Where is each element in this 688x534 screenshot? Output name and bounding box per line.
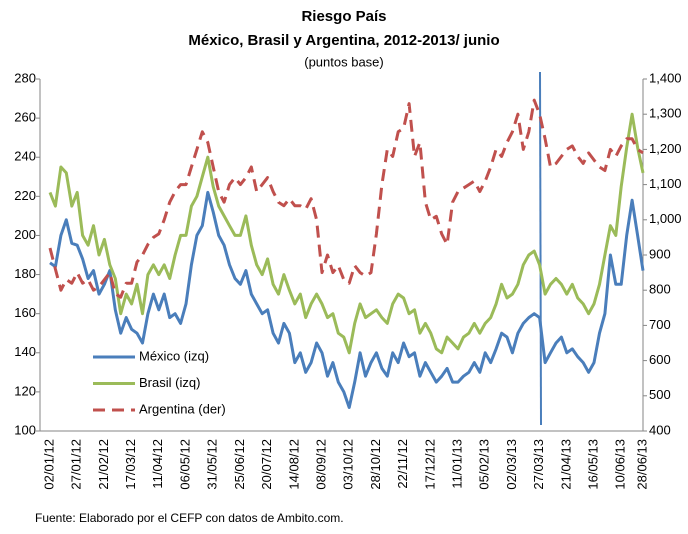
legend-label: Argentina (der) [139,401,226,416]
y-tick-label: 280 [14,70,36,85]
y-tick-label: 100 [14,422,36,437]
series-line [48,112,645,355]
legend-label: Brasil (izq) [139,375,200,390]
marker-line [539,71,542,426]
x-tick-label: 11/04/12 [150,439,165,489]
chart-title: Riesgo País [301,8,386,25]
x-tick-label: 17/12/12 [422,439,437,490]
x-tick-label: 02/03/13 [504,439,519,490]
series-line [49,190,645,409]
x-tick-label: 21/04/13 [558,439,573,490]
x-tick-label: 28/06/13 [634,439,649,490]
chart-subtitle: México, Brasil y Argentina, 2012-2013/ j… [188,32,499,49]
y2-tick-label: 1,400 [649,70,682,85]
x-tick-label: 05/02/13 [477,439,492,490]
y2-tick-label: 1,300 [649,106,682,121]
x-tick-label: 02/01/12 [41,439,56,490]
y-tick-label: 140 [14,344,36,359]
legend-label: México (izq) [139,348,209,363]
y-tick-label: 260 [14,110,36,125]
y-tick-label: 120 [14,383,36,398]
y-tick-label: 220 [14,188,36,203]
source: Fuente: Elaborado por el CEFP con datos … [35,511,344,525]
x-tick-label: 22/11/12 [395,439,410,489]
x-tick-label: 27/03/13 [531,439,546,490]
x-tick-label: 31/05/12 [205,439,220,490]
y2-tick-label: 400 [649,422,671,437]
y2-tick-label: 900 [649,246,671,261]
x-tick-label: 25/06/12 [232,439,247,490]
y-tick-label: 160 [14,305,36,320]
x-tick-label: 20/07/12 [259,439,274,490]
y2-tick-label: 1,100 [649,176,682,191]
y2-tick-label: 800 [649,282,671,297]
y2-tick-label: 700 [649,317,671,332]
x-tick-label: 08/09/12 [313,439,328,490]
x-tick-label: 06/05/12 [177,439,192,490]
x-tick-label: 17/03/12 [123,439,138,490]
y2-tick-label: 1,000 [649,211,682,226]
x-tick-label: 21/02/12 [96,439,111,490]
x-tick-label: 11/01/13 [449,439,464,489]
y2-tick-label: 500 [649,387,671,402]
y-tick-label: 200 [14,227,36,242]
y-tick-label: 240 [14,149,36,164]
x-tick-label: 14/08/12 [286,439,301,490]
x-tick-label: 03/10/12 [341,439,356,490]
x-tick-label: 16/05/13 [585,439,600,490]
y-tick-label: 180 [14,266,36,281]
y2-tick-label: 600 [649,352,671,367]
x-tick-label: 27/01/12 [69,439,84,490]
y2-tick-label: 1,200 [649,141,682,156]
unit-label: (puntos base) [304,54,384,69]
x-tick-label: 10/06/13 [613,439,628,490]
x-tick-label: 28/10/12 [368,439,383,490]
